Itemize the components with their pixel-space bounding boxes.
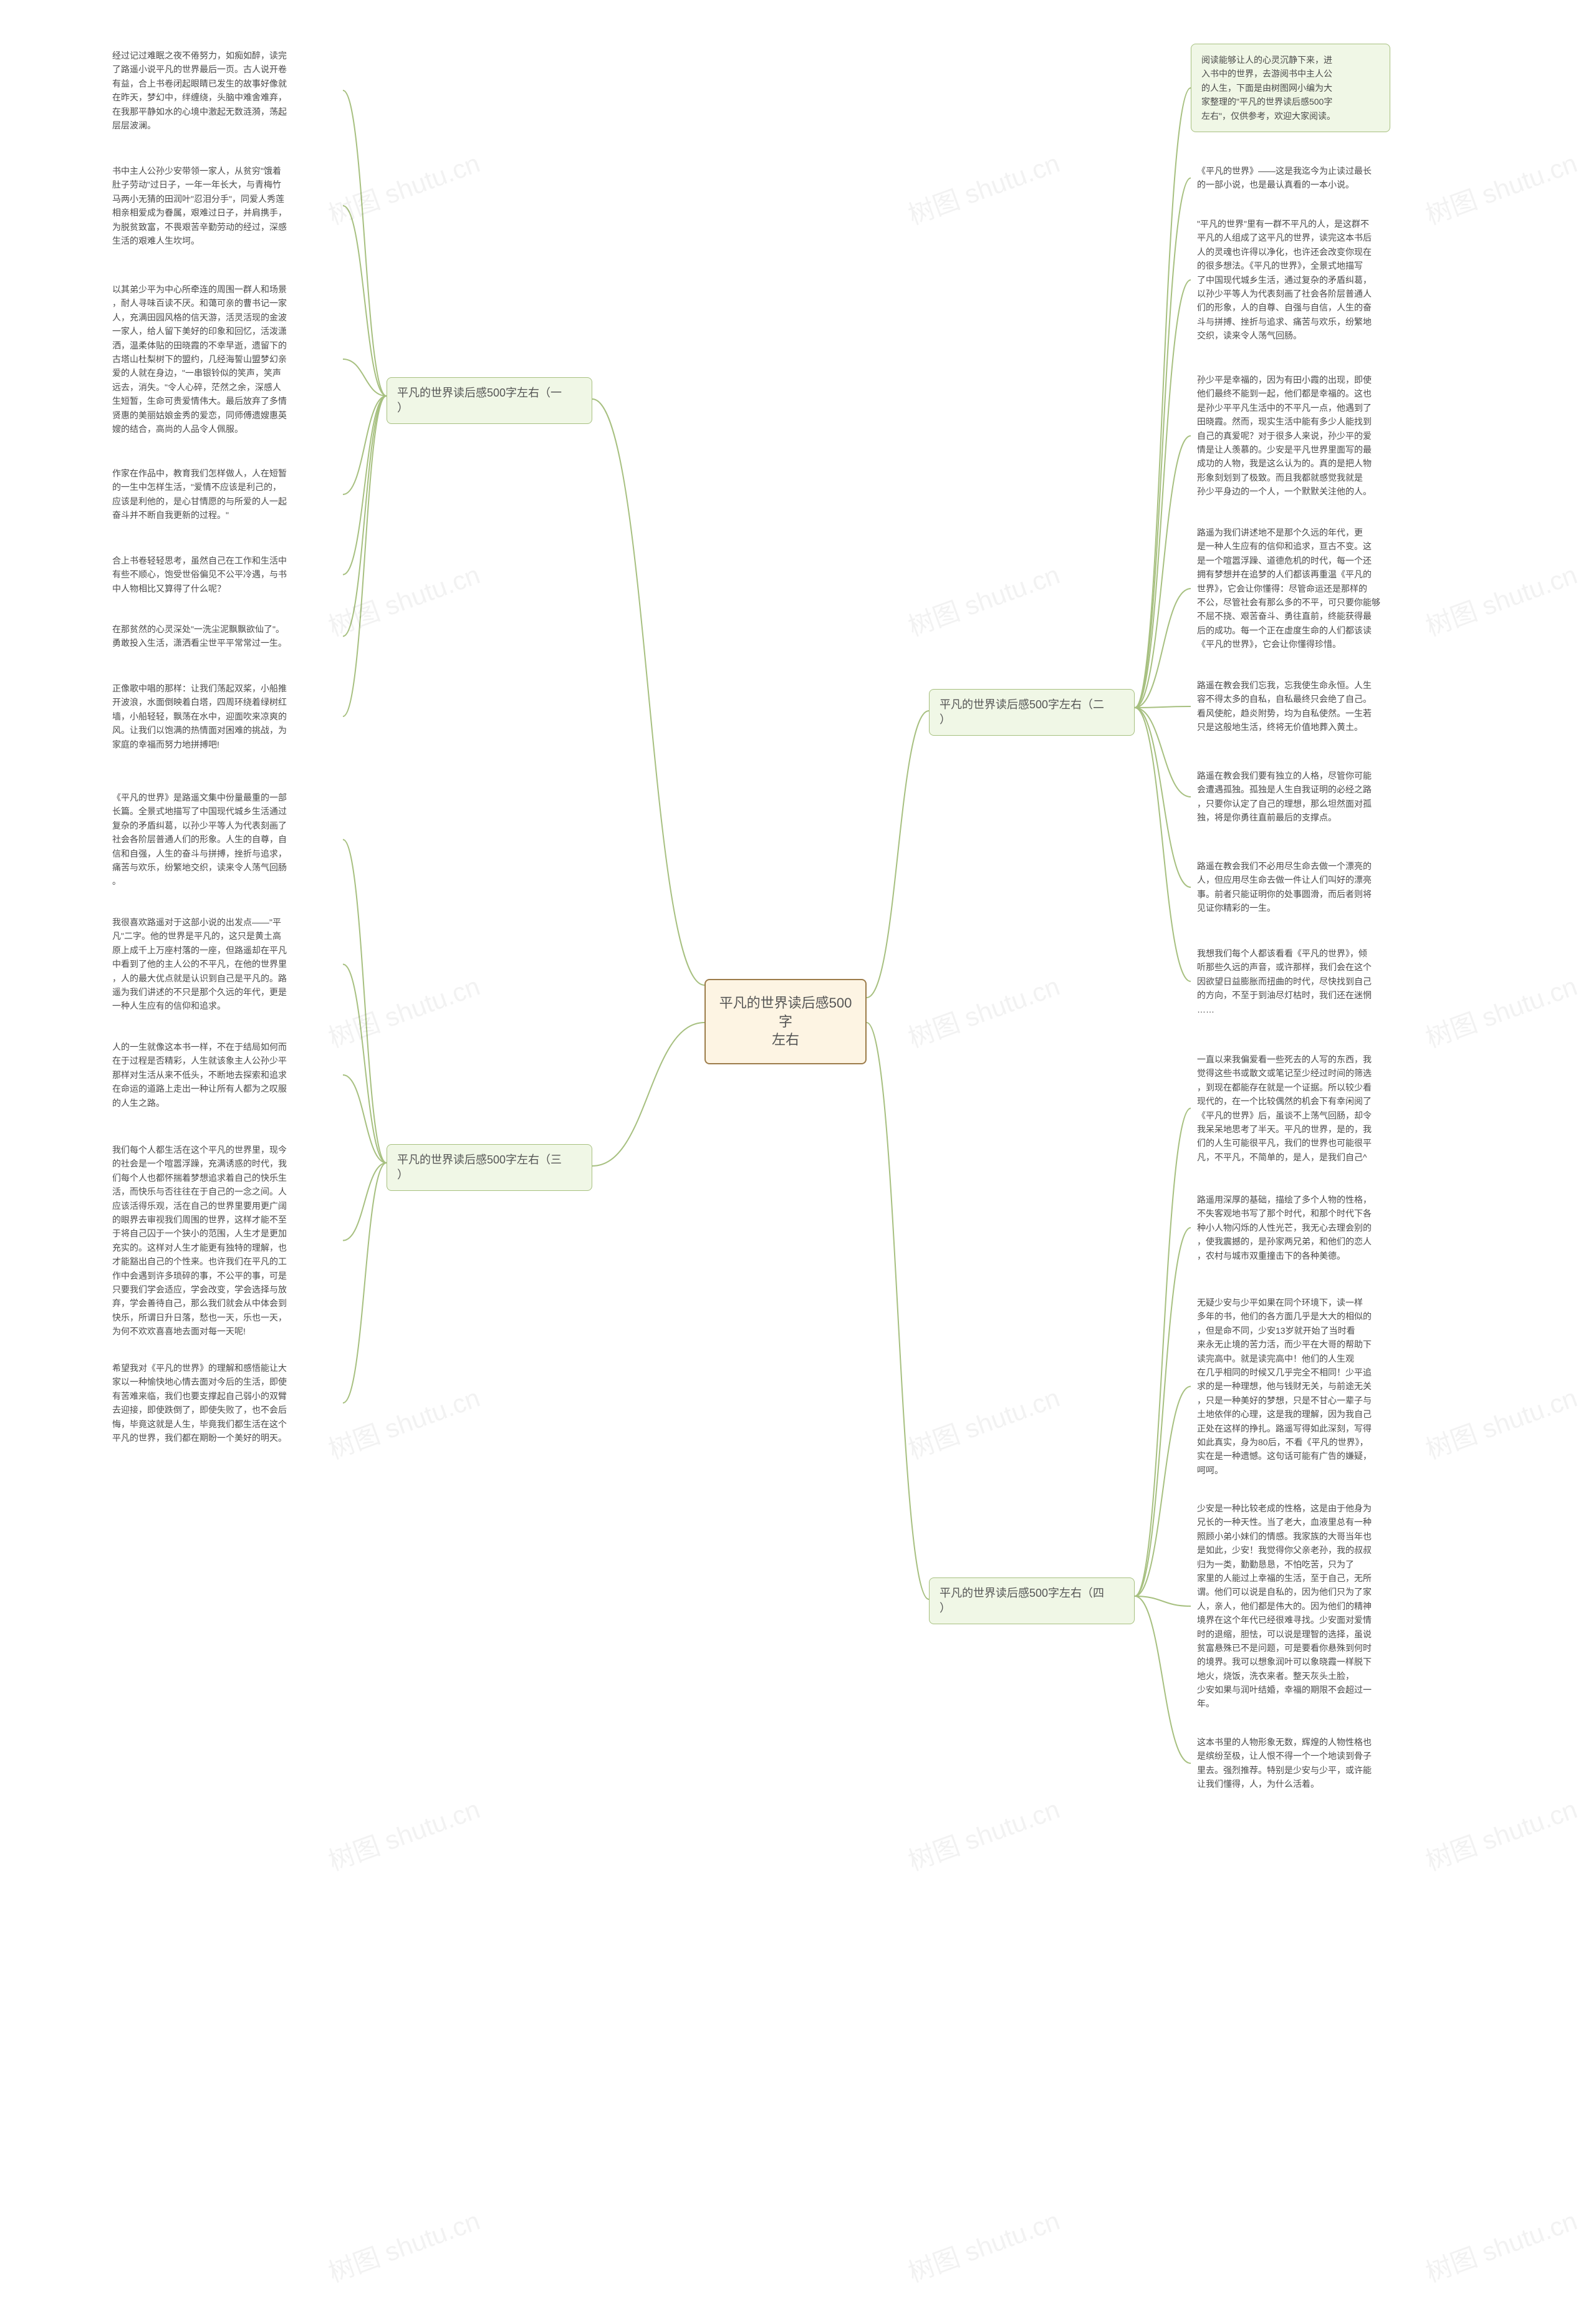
leaf-node: 路遥在教会我们不必用尽生命去做一个漂亮的 人，但应用尽生命去做一件让人们叫好的漂…: [1191, 854, 1428, 920]
leaf-node: 我很喜欢路遥对于这部小说的出发点——"平 凡"二字。他的世界是平凡的，这只是黄土…: [106, 910, 343, 1018]
watermark: 树图 shutu.cn: [322, 1788, 484, 1878]
leaf-node: 在那贫然的心灵深处"一洗尘泥飘飘欲仙了"。 勇敢投入生活，潇洒看尘世平平常常过一…: [106, 617, 343, 655]
leaf-node: 《平凡的世界》——这是我迄今为止读过最长 的一部小说，也是最认真看的一本小说。: [1191, 159, 1428, 197]
leaf-node: 希望我对《平凡的世界》的理解和感悟能让大 家以一种愉快地心情去面对今后的生活，即…: [106, 1356, 343, 1450]
leaf-node: 路遥在教会我们要有独立的人格，尽管你可能 会遭遇孤独。孤独是人生自我证明的必经之…: [1191, 764, 1428, 830]
root-node: 平凡的世界读后感500字 左右: [704, 979, 867, 1064]
watermark: 树图 shutu.cn: [322, 965, 484, 1055]
branch-node: 平凡的世界读后感500字左右（一 ）: [387, 377, 592, 424]
watermark: 树图 shutu.cn: [902, 2200, 1064, 2290]
watermark: 树图 shutu.cn: [322, 554, 484, 643]
leaf-node: 孙少平是幸福的，因为有田小霞的出现，即使 他们最终不能到一起，他们都是幸福的。这…: [1191, 368, 1428, 504]
watermark: 树图 shutu.cn: [902, 1377, 1064, 1466]
watermark: 树图 shutu.cn: [902, 965, 1064, 1055]
leaf-node: 路遥在教会我们忘我，忘我使生命永恒。人生 容不得太多的自私，自私最终只会绝了自己…: [1191, 673, 1428, 739]
leaf-node: 一直以来我偏爱看一些死去的人写的东西，我 觉得这些书或散文或笔记至少经过时间的筛…: [1191, 1047, 1428, 1169]
watermark: 树图 shutu.cn: [322, 1377, 484, 1466]
leaf-node: 书中主人公孙少安带领一家人，从贫穷"饿着 肚子劳动"过日子，一年一年长大，与青梅…: [106, 159, 343, 253]
leaf-node: 这本书里的人物形象无数，辉煌的人物性格也 是缤纷至极，让人恨不得一个一个地读到骨…: [1191, 1730, 1428, 1796]
canvas: 树图 shutu.cn 树图 shutu.cn 树图 shutu.cn 树图 shut…: [0, 0, 1596, 2302]
watermark: 树图 shutu.cn: [322, 142, 484, 232]
leaf-node: 路遥用深厚的基础，描绘了多个人物的性格， 不失客观地书写了那个时代，和那个时代下…: [1191, 1188, 1428, 1268]
branch-node: 平凡的世界读后感500字左右（三 ）: [387, 1144, 592, 1191]
leaf-node: 我们每个人都生活在这个平凡的世界里，现今 的社会是一个喧嚣浮躁，充满诱惑的时代，…: [106, 1138, 343, 1343]
watermark: 树图 shutu.cn: [1420, 142, 1582, 232]
leaf-node: 《平凡的世界》是路遥文集中份量最重的一部 长篇。全景式地描写了中国现代城乡生活通…: [106, 786, 343, 893]
watermark: 树图 shutu.cn: [1420, 1788, 1582, 1878]
watermark: 树图 shutu.cn: [902, 1788, 1064, 1878]
leaf-node: 经过记过难眠之夜不倦努力，如痴如醉，读完 了路遥小说平凡的世界最后一页。古人说开…: [106, 44, 343, 137]
leaf-node: 人的一生就像这本书一样，不在于结局如何而 在于过程是否精彩，人生就该象主人公孙少…: [106, 1035, 343, 1115]
leaf-node: 合上书卷轻轻思考，虽然自己在工作和生活中 有些不顺心，饱受世俗偏见不公平冷遇，与…: [106, 549, 343, 600]
leaf-node: 少安是一种比较老成的性格，这是由于他身为 兄长的一种天性。当了老大，血液里总有一…: [1191, 1496, 1428, 1716]
branch-node: 平凡的世界读后感500字左右（二 ）: [929, 689, 1135, 736]
leaf-node: 以其弟少平为中心所牵连的周围一群人和场景 ，耐人寻味百读不厌。和蔼可亲的曹书记一…: [106, 277, 343, 441]
leaf-node: 正像歌中唱的那样：让我们荡起双桨，小船推 开波浪，水面倒映着白塔，四周环绕着绿树…: [106, 677, 343, 756]
watermark: 树图 shutu.cn: [1420, 2200, 1582, 2290]
leaf-node: 作家在作品中，教育我们怎样做人，人在短暂 的一生中怎样生活，"爱情不应该是利己的…: [106, 461, 343, 527]
leaf-node: 路遥为我们讲述地不是那个久远的年代，更 是一种人生应有的信仰和追求，亘古不变。这…: [1191, 521, 1428, 657]
branch-node: 平凡的世界读后感500字左右（四 ）: [929, 1577, 1135, 1624]
leaf-node: 阅读能够让人的心灵沉静下来，进 入书中的世界，去游阅书中主人公 的人生，下面是由…: [1191, 44, 1390, 132]
leaf-node: 无疑少安与少平如果在同个环境下，读一样 多年的书，他们的各方面几乎是大大的相似的…: [1191, 1291, 1428, 1482]
watermark: 树图 shutu.cn: [902, 142, 1064, 232]
watermark: 树图 shutu.cn: [1420, 965, 1582, 1055]
watermark: 树图 shutu.cn: [902, 554, 1064, 643]
leaf-node: 我想我们每个人都该看看《平凡的世界》，倾 听那些久远的声音，或许那样，我们会在这…: [1191, 942, 1428, 1021]
watermark: 树图 shutu.cn: [1420, 1377, 1582, 1466]
watermark: 树图 shutu.cn: [1420, 554, 1582, 643]
watermark: 树图 shutu.cn: [322, 2200, 484, 2290]
leaf-node: "平凡的世界"里有一群不平凡的人，是这群不 平凡的人组成了这平凡的世界，读完这本…: [1191, 212, 1428, 348]
